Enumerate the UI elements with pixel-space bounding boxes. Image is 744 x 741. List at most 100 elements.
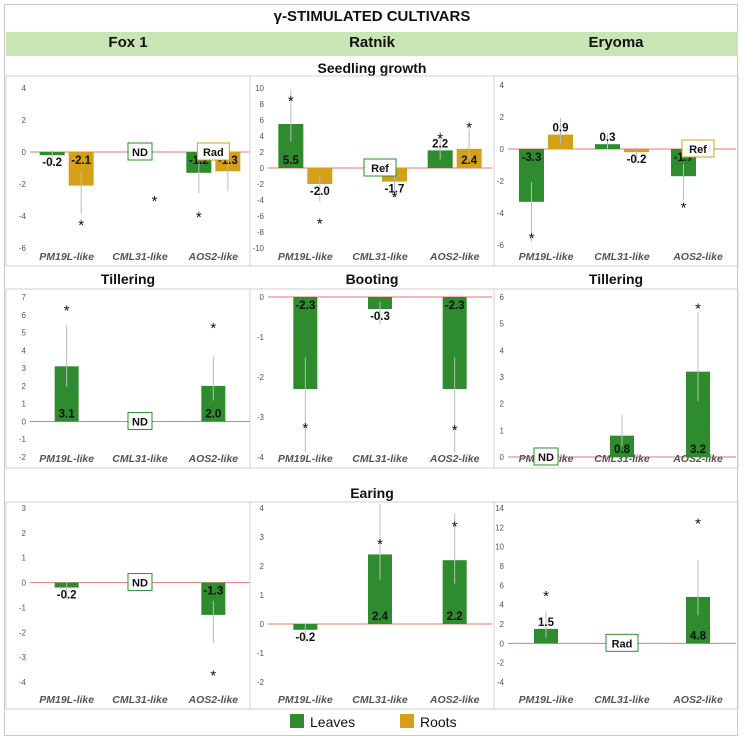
column-header-bar — [6, 32, 738, 56]
y-tick-label: -4 — [19, 212, 27, 221]
y-tick-label: -4 — [257, 196, 265, 205]
significance-asterisk: * — [695, 301, 701, 318]
significance-asterisk: * — [152, 193, 158, 210]
y-tick-label: -6 — [19, 244, 27, 253]
category-label: CML31-like — [352, 694, 408, 706]
row-title-ratnik-booting: Booting — [345, 271, 399, 287]
note-box — [681, 139, 715, 158]
legend: Leaves Roots — [0, 710, 744, 734]
y-tick-label: 6 — [260, 116, 265, 125]
y-tick-label: -4 — [497, 678, 505, 687]
category-label: AOS2-like — [188, 694, 239, 706]
y-tick-label: -4 — [497, 209, 505, 218]
note-box — [127, 411, 153, 430]
y-tick-label: -10 — [252, 244, 264, 253]
y-tick-label: 4 — [260, 132, 265, 141]
y-tick-label: 3 — [22, 364, 27, 373]
data-label: 2.2 — [447, 611, 463, 623]
panel-border — [493, 288, 739, 469]
note-label: Rad — [612, 638, 633, 650]
significance-asterisk: * — [288, 93, 294, 110]
category-label: PM19L-like — [278, 453, 333, 465]
y-tick-label: 2 — [22, 116, 27, 125]
data-label: -1.3 — [203, 586, 223, 598]
data-label: 3.2 — [690, 444, 706, 456]
y-tick-label: 4 — [500, 346, 505, 355]
category-label: AOS2-like — [188, 453, 239, 465]
data-label: 5.5 — [283, 155, 300, 167]
significance-asterisk: * — [210, 668, 216, 685]
y-tick-label: 6 — [500, 293, 505, 302]
y-tick-label: -1 — [19, 603, 27, 612]
note-label: Ref — [689, 144, 707, 156]
category-label: PM19L-like — [278, 694, 333, 706]
column-header-fox1: Fox 1 — [108, 34, 148, 51]
y-tick-label: 6 — [500, 581, 505, 590]
y-tick-label: 0 — [260, 164, 265, 173]
y-tick-label: -4 — [19, 678, 27, 687]
column-header-ratnik: Ratnik — [349, 34, 395, 51]
data-label: -0.2 — [57, 590, 77, 602]
data-label: -1.7 — [385, 184, 405, 196]
y-tick-label: 3 — [500, 373, 505, 382]
data-label: -2.3 — [445, 300, 465, 312]
category-label: AOS2-like — [429, 694, 480, 706]
data-label: -2.0 — [310, 186, 330, 198]
y-tick-label: -2 — [497, 177, 505, 186]
category-label: CML31-like — [112, 694, 168, 706]
category-label: AOS2-like — [672, 694, 723, 706]
category-label: AOS2-like — [672, 251, 723, 263]
y-tick-label: 6 — [22, 311, 27, 320]
note-label: Rad — [203, 147, 224, 159]
legend-label-leaves: Leaves — [310, 714, 356, 730]
y-tick-label: 14 — [495, 504, 504, 513]
data-label: -2.3 — [295, 300, 315, 312]
y-tick-label: -2 — [257, 373, 265, 382]
category-label: CML31-like — [112, 453, 168, 465]
y-tick-label: 1 — [22, 554, 27, 563]
y-tick-label: 1 — [260, 591, 265, 600]
y-tick-label: 5 — [500, 320, 505, 329]
note-label: ND — [132, 416, 148, 428]
y-tick-label: 3 — [260, 533, 265, 542]
y-tick-label: 10 — [495, 543, 504, 552]
note-box — [196, 142, 230, 161]
note-box — [605, 633, 639, 652]
y-tick-label: 0 — [260, 620, 265, 629]
column-header-eryoma: Eryoma — [588, 34, 644, 51]
y-tick-label: 0 — [500, 145, 505, 154]
chart-eryoma_seedling: -6 -4 -2 0 2 4 PM19L-like CML31-like AOS2-like -3… — [493, 75, 739, 267]
y-tick-label: -2 — [257, 180, 265, 189]
row-title-fox-tillering: Tillering — [100, 271, 156, 287]
data-label: -0.2 — [627, 154, 647, 166]
data-label: 2.4 — [461, 155, 478, 167]
y-tick-label: -8 — [257, 228, 265, 237]
y-tick-label: 3 — [22, 504, 27, 513]
data-label: 2.2 — [432, 138, 448, 150]
category-label: CML31-like — [594, 694, 650, 706]
y-tick-label: 8 — [260, 100, 265, 109]
row-title-eryoma-tillering: Tillering — [588, 271, 644, 287]
row-title-earing: Earing — [350, 485, 394, 501]
category-label: PM19L-like — [519, 251, 574, 263]
y-tick-label: 1 — [500, 426, 505, 435]
category-label: CML31-like — [352, 251, 408, 263]
y-tick-label: -2 — [257, 678, 265, 687]
note-label: ND — [132, 578, 148, 590]
category-label: AOS2-like — [672, 453, 723, 465]
data-label: -0.2 — [42, 157, 62, 169]
data-label: 1.5 — [538, 617, 555, 629]
note-box — [533, 447, 559, 466]
chart-ratnik_seedling: -10 -8 -6 -4 -2 0 2 4 6 8 10 PM19L-like CML31-like AO… — [249, 75, 495, 267]
chart-eryoma_earing: -4 -2 0 2 4 6 8 10 12 14 PM19L-like CML31-like AOS2-… — [493, 501, 739, 710]
significance-asterisk: * — [196, 209, 202, 226]
y-tick-label: 2 — [500, 400, 505, 409]
y-tick-label: -2 — [19, 453, 27, 462]
data-label: 3.1 — [59, 408, 76, 420]
significance-asterisk: * — [466, 119, 472, 136]
y-tick-label: 8 — [500, 562, 505, 571]
y-tick-label: 2 — [22, 529, 27, 538]
legend-swatch-leaves — [290, 714, 304, 728]
category-label: PM19L-like — [39, 453, 94, 465]
y-tick-label: 4 — [500, 81, 505, 90]
